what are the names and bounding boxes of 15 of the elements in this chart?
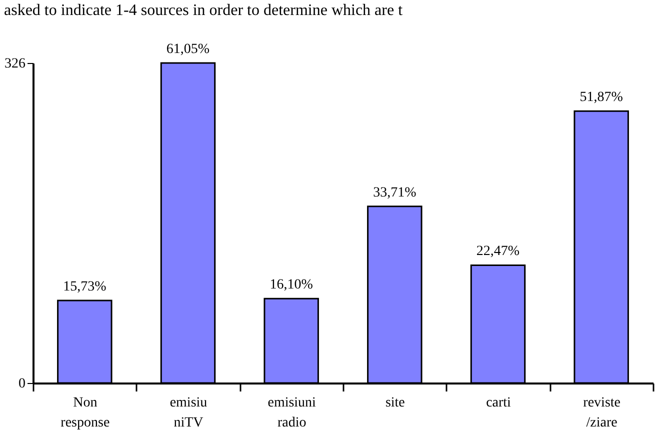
x-tick-label: Non response bbox=[60, 396, 110, 430]
annotation: 16,10% bbox=[270, 278, 314, 293]
annotation: 33,71% bbox=[373, 185, 417, 200]
annotation: 51,87% bbox=[580, 90, 624, 106]
annotation: 61,05% bbox=[166, 42, 210, 57]
x-tick-label: carti bbox=[486, 396, 512, 410]
annotation: 15,73% bbox=[63, 280, 107, 295]
x-tick-label: site bbox=[385, 396, 405, 410]
y-tick-label: 0 bbox=[18, 376, 26, 392]
x-tick-label: emisiuni radio bbox=[268, 396, 316, 430]
x-tick-label: emisiu niTV bbox=[170, 396, 208, 430]
x-tick-label: reviste /ziare bbox=[583, 396, 620, 430]
chart-title: asked to indicate 1-4 sources in order to determine which are t bbox=[4, 2, 404, 19]
annotation: 22,47% bbox=[476, 244, 520, 260]
y-tick-label: 326 bbox=[4, 56, 26, 72]
